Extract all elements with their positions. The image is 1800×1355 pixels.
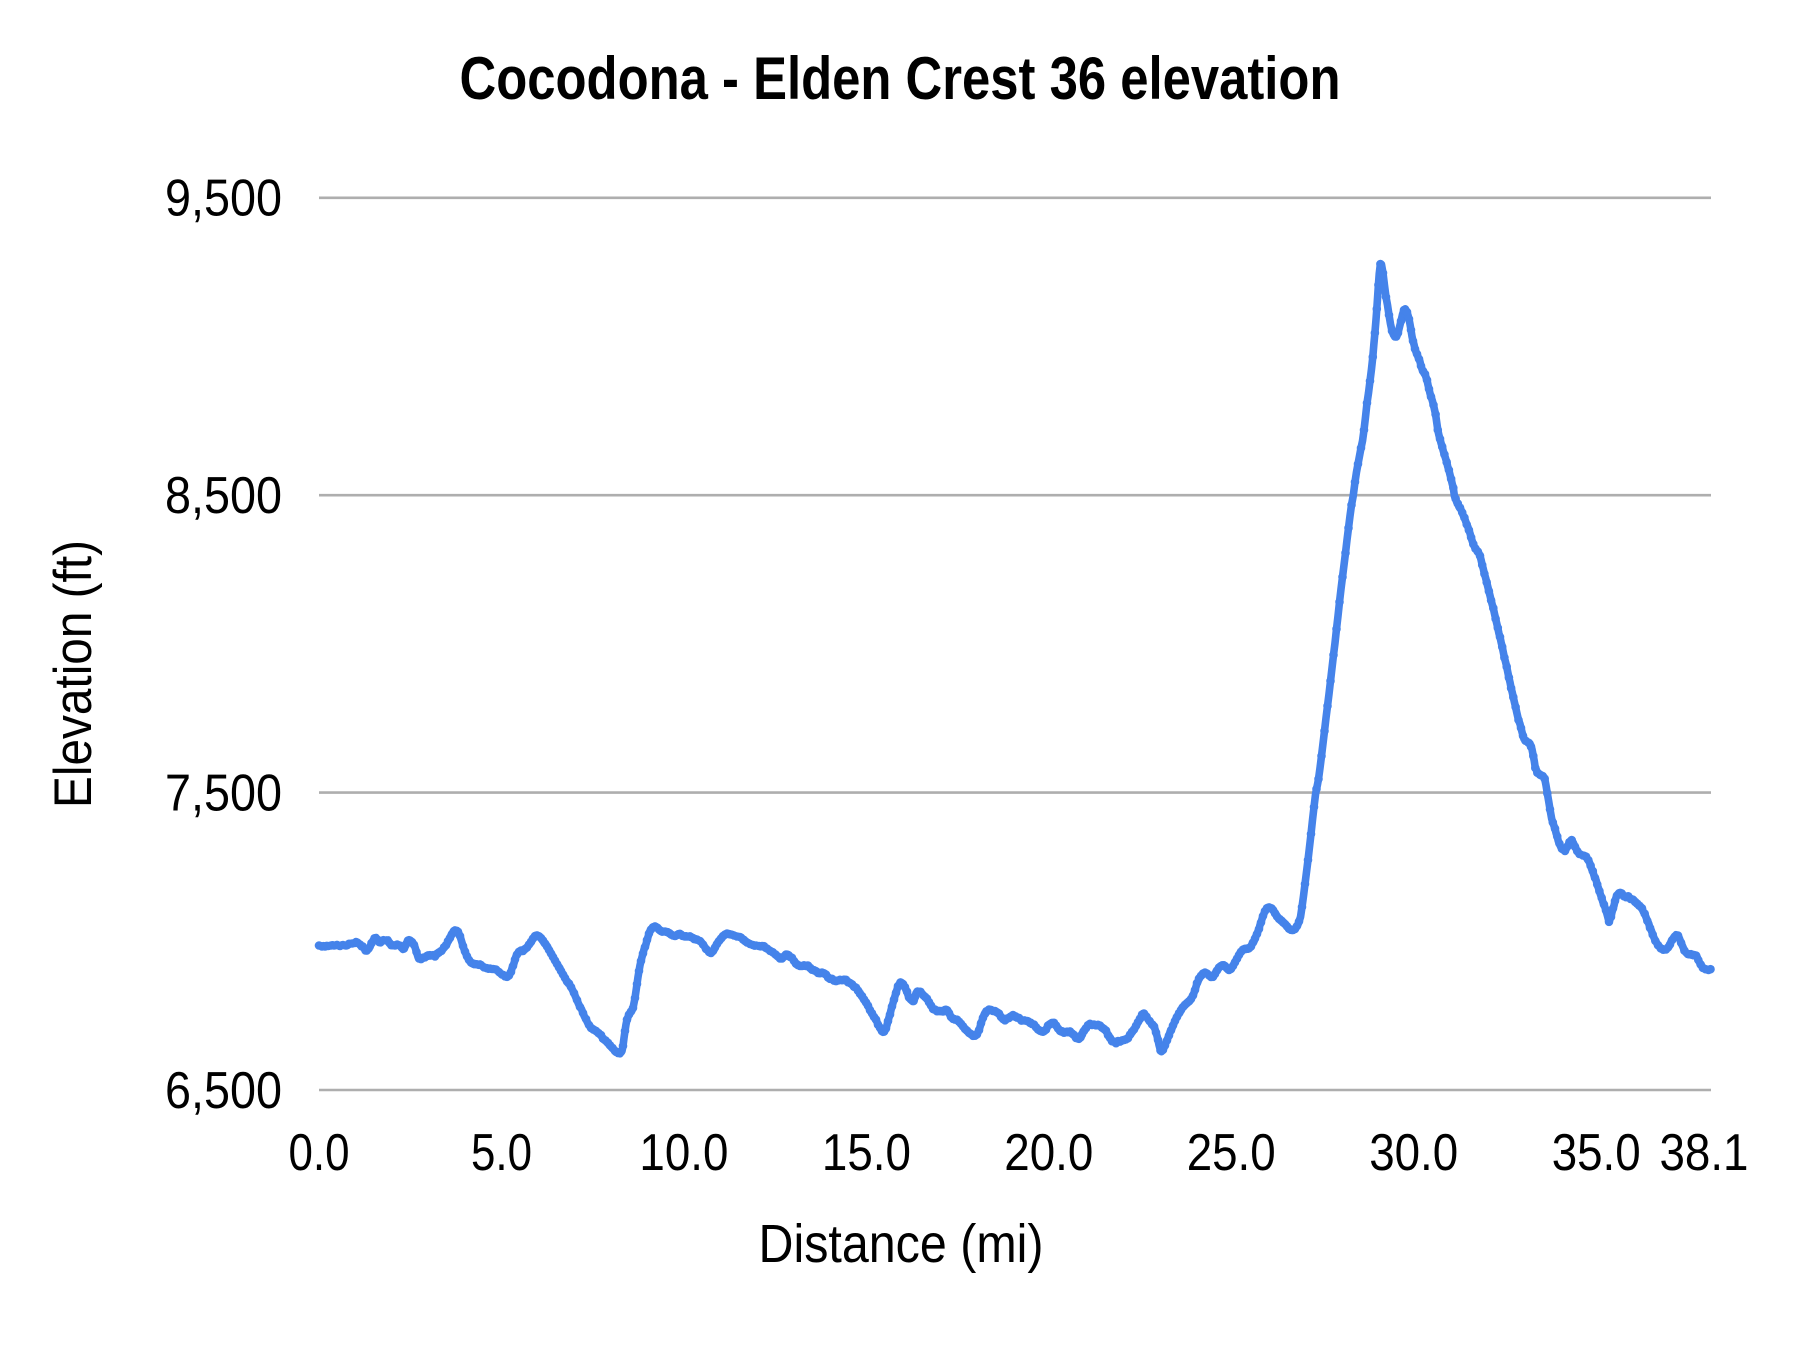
svg-text:0.0: 0.0 [289,1124,350,1182]
svg-text:5.0: 5.0 [471,1124,532,1182]
svg-text:25.0: 25.0 [1187,1124,1276,1182]
svg-text:30.0: 30.0 [1369,1124,1458,1182]
svg-text:35.0: 35.0 [1552,1124,1641,1182]
svg-text:20.0: 20.0 [1004,1124,1093,1182]
svg-text:7,500: 7,500 [165,765,282,823]
svg-text:8,500: 8,500 [165,467,282,525]
svg-text:10.0: 10.0 [639,1124,728,1182]
svg-text:Cocodona - Elden Crest 36 elev: Cocodona - Elden Crest 36 elevation [460,45,1341,112]
svg-text:38.1: 38.1 [1660,1124,1749,1182]
svg-text:Elevation (ft): Elevation (ft) [44,540,103,808]
svg-text:15.0: 15.0 [822,1124,911,1182]
svg-text:Distance (mi): Distance (mi) [759,1214,1044,1274]
svg-text:9,500: 9,500 [165,170,282,228]
svg-text:6,500: 6,500 [165,1062,282,1120]
